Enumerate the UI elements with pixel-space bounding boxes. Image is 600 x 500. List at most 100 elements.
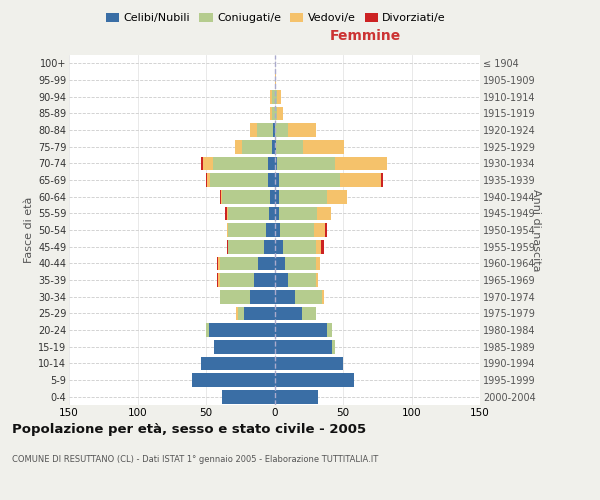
Bar <box>258 256 275 270</box>
Bar <box>288 123 316 137</box>
Bar <box>220 273 254 287</box>
Text: Popolazione per età, sesso e stato civile - 2005: Popolazione per età, sesso e stato civil… <box>12 422 366 436</box>
Bar <box>227 206 228 220</box>
Bar <box>275 356 343 370</box>
Bar <box>326 323 332 337</box>
Bar <box>257 123 273 137</box>
Bar <box>316 240 321 254</box>
Bar <box>227 240 228 254</box>
Y-axis label: Fasce di età: Fasce di età <box>23 197 34 263</box>
Bar <box>244 306 275 320</box>
Bar <box>228 240 263 254</box>
Bar <box>335 156 387 170</box>
Bar <box>271 190 275 203</box>
Bar <box>288 273 316 287</box>
Bar <box>278 206 317 220</box>
Bar <box>236 306 238 320</box>
Bar <box>275 106 277 120</box>
Bar <box>295 290 322 304</box>
Bar <box>250 290 275 304</box>
Bar <box>271 106 272 120</box>
Bar <box>217 273 218 287</box>
Bar <box>275 240 283 254</box>
Bar <box>316 273 319 287</box>
Bar <box>208 173 210 187</box>
Bar <box>275 290 295 304</box>
Bar <box>382 173 383 187</box>
Bar <box>275 206 278 220</box>
Bar <box>275 340 332 353</box>
Bar <box>275 223 280 237</box>
Bar <box>200 156 203 170</box>
Bar <box>227 223 228 237</box>
Bar <box>286 256 316 270</box>
Bar <box>325 223 326 237</box>
Bar <box>275 156 277 170</box>
Bar <box>269 206 275 220</box>
Bar <box>235 140 242 153</box>
Bar <box>209 323 275 337</box>
Bar <box>250 123 257 137</box>
Bar <box>272 90 275 104</box>
Bar <box>340 173 382 187</box>
Bar <box>326 190 347 203</box>
Bar <box>275 190 278 203</box>
Bar <box>275 90 277 104</box>
Bar <box>302 306 316 320</box>
Bar <box>266 223 275 237</box>
Bar <box>275 73 276 87</box>
Bar <box>272 106 275 120</box>
Bar <box>275 256 286 270</box>
Bar <box>217 256 218 270</box>
Bar <box>225 206 227 220</box>
Bar <box>273 123 275 137</box>
Bar <box>220 256 258 270</box>
Bar <box>275 173 278 187</box>
Bar <box>314 223 325 237</box>
Bar <box>254 273 275 287</box>
Text: COMUNE DI RESUTTANO (CL) - Dati ISTAT 1° gennaio 2005 - Elaborazione TUTTITALIA.: COMUNE DI RESUTTANO (CL) - Dati ISTAT 1°… <box>12 455 378 464</box>
Bar <box>210 173 268 187</box>
Bar <box>283 240 316 254</box>
Bar <box>213 156 268 170</box>
Bar <box>275 273 288 287</box>
Bar <box>218 273 220 287</box>
Bar <box>275 373 354 387</box>
Bar <box>268 156 275 170</box>
Bar <box>223 390 275 404</box>
Bar <box>303 140 344 153</box>
Bar <box>277 90 281 104</box>
Bar <box>272 140 275 153</box>
Bar <box>238 306 244 320</box>
Bar <box>223 190 271 203</box>
Bar <box>277 106 283 120</box>
Bar <box>317 206 331 220</box>
Bar <box>321 240 324 254</box>
Bar <box>214 340 275 353</box>
Bar <box>332 340 335 353</box>
Y-axis label: Anni di nascita: Anni di nascita <box>531 188 541 271</box>
Bar <box>220 190 221 203</box>
Bar <box>271 90 272 104</box>
Bar <box>278 190 326 203</box>
Bar <box>275 306 302 320</box>
Bar <box>200 356 275 370</box>
Bar <box>263 240 275 254</box>
Bar <box>221 190 223 203</box>
Bar <box>275 323 326 337</box>
Legend: Celibi/Nubili, Coniugati/e, Vedovi/e, Divorziati/e: Celibi/Nubili, Coniugati/e, Vedovi/e, Di… <box>101 8 451 28</box>
Bar <box>275 140 276 153</box>
Bar <box>228 206 269 220</box>
Bar <box>278 173 340 187</box>
Bar <box>218 256 220 270</box>
Bar <box>280 223 314 237</box>
Bar <box>220 290 250 304</box>
Bar <box>206 173 208 187</box>
Bar <box>277 156 335 170</box>
Bar <box>268 173 275 187</box>
Bar <box>316 256 320 270</box>
Bar <box>275 123 288 137</box>
Bar <box>203 156 213 170</box>
Bar <box>275 390 319 404</box>
Bar <box>193 373 275 387</box>
